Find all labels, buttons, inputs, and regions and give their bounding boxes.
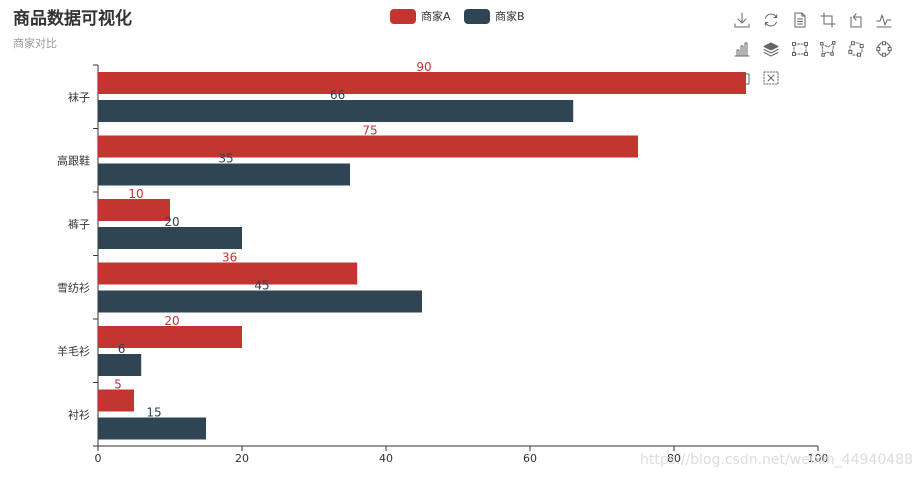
data-label-series-a: 36	[222, 251, 237, 265]
rotate-icon[interactable]	[848, 12, 864, 28]
zoom-reset-icon[interactable]	[763, 70, 779, 86]
bar-series-b	[98, 417, 206, 440]
bar-series-a	[98, 326, 242, 348]
bar-series-b	[98, 163, 350, 186]
y-tick-label: 衬衫	[68, 408, 90, 421]
chart-title: 商品数据可视化	[13, 8, 132, 29]
bar-series-b	[98, 100, 574, 122]
data-label-series-b: 66	[330, 88, 345, 102]
data-label-series-b: 35	[218, 152, 233, 166]
legend-swatch-series-b	[464, 9, 490, 24]
data-label-group: 5 15 20 6 36 45 10 20 75 35 90 66	[114, 60, 431, 420]
crop-icon[interactable]	[820, 12, 836, 28]
bar-series-b	[98, 227, 242, 249]
x-tick-label: 0	[95, 452, 102, 465]
clear-select-icon[interactable]	[876, 41, 892, 57]
toolbox	[734, 12, 892, 86]
watermark: https://blog.csdn.net/weixin_44940488	[640, 452, 913, 468]
line-chart-icon[interactable]	[876, 12, 892, 28]
data-label-series-a: 10	[128, 187, 143, 201]
data-label-series-a: 5	[114, 378, 122, 392]
x-axis: 0 20 40 60 80 100	[95, 445, 829, 465]
bar-series-a	[98, 135, 638, 158]
data-label-series-b: 45	[254, 279, 269, 293]
bar-series-b	[98, 354, 142, 376]
x-tick-label: 100	[808, 452, 829, 465]
data-label-series-b: 20	[164, 215, 179, 229]
bar-series-b	[98, 290, 422, 313]
download-icon[interactable]	[734, 12, 750, 28]
y-tick-label: 高跟鞋	[57, 153, 90, 167]
legend-label-series-b: 商家B	[495, 9, 525, 23]
data-label-series-a: 90	[416, 60, 431, 74]
bar-series-a	[98, 199, 170, 221]
bar-series-a	[98, 262, 358, 285]
stack-icon[interactable]	[763, 41, 779, 57]
bar-series-a	[98, 72, 746, 94]
y-tick-label: 雪纺衫	[57, 280, 90, 294]
keep-select-icon[interactable]	[848, 41, 864, 57]
x-tick-label: 80	[667, 452, 681, 465]
x-tick-label: 60	[523, 452, 537, 465]
x-tick-label: 40	[379, 452, 393, 465]
data-label-series-a: 20	[164, 314, 179, 328]
legend-item-series-a[interactable]: 商家A	[390, 9, 451, 24]
rect-select-icon[interactable]	[792, 41, 808, 57]
legend-label-series-a: 商家A	[421, 9, 451, 23]
chart-subtitle: 商家对比	[13, 36, 57, 50]
refresh-icon[interactable]	[763, 12, 779, 28]
bar-group	[98, 72, 746, 440]
y-tick-label: 袜子	[68, 90, 90, 104]
bar-series-a	[98, 389, 134, 412]
y-tick-label: 裤子	[68, 217, 90, 231]
data-label-series-a: 75	[362, 124, 377, 138]
legend: 商家A 商家B	[390, 9, 525, 24]
data-label-series-b: 15	[146, 406, 161, 420]
data-label-series-b: 6	[118, 342, 126, 356]
y-axis: 衬衫 羊毛衫 雪纺衫 裤子 高跟鞋 袜子	[57, 64, 99, 447]
legend-item-series-b[interactable]: 商家B	[464, 9, 525, 24]
data-view-icon[interactable]	[792, 12, 808, 28]
axes: 衬衫 羊毛衫 雪纺衫 裤子 高跟鞋 袜子 0 20 40 60 80 100	[57, 64, 829, 465]
legend-swatch-series-a	[390, 9, 416, 24]
lasso-select-icon[interactable]	[820, 41, 836, 57]
x-tick-label: 20	[235, 452, 249, 465]
y-tick-label: 羊毛衫	[57, 344, 90, 358]
bar-chart-icon[interactable]	[734, 41, 750, 57]
